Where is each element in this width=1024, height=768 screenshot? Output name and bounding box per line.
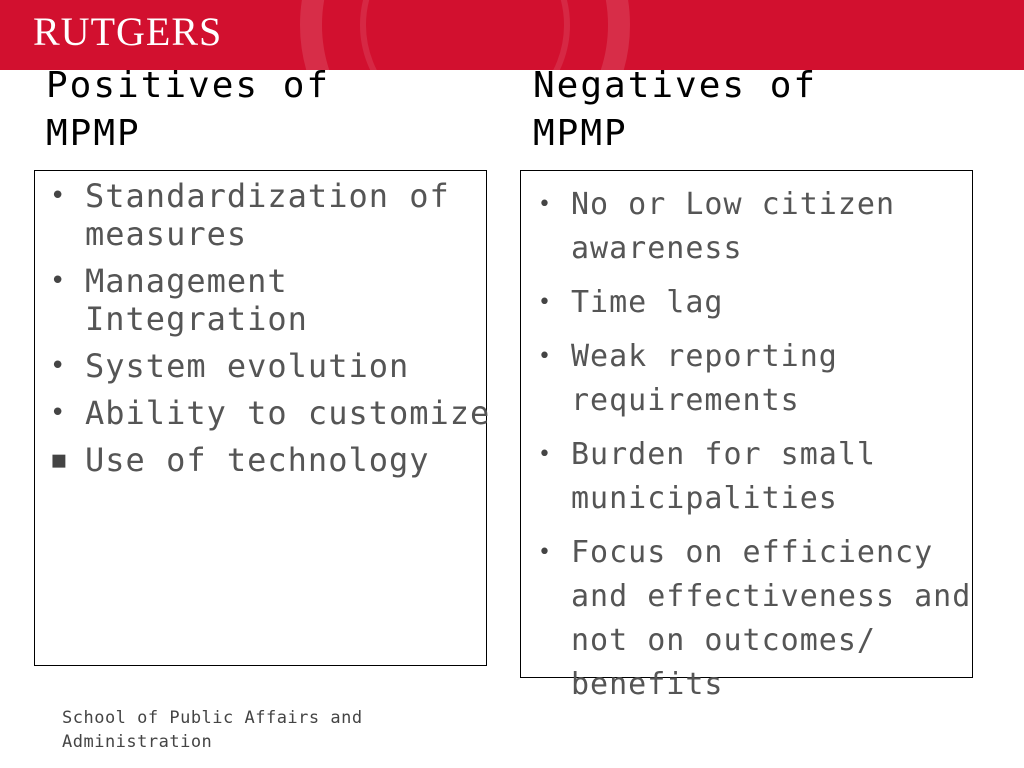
positives-item: • Management Integration (45, 262, 505, 338)
negatives-list: • No or Low citizen awareness • Time lag… (533, 183, 1003, 717)
rutgers-logo: RUTGERS (33, 9, 223, 54)
positives-item-text: Ability to customize (85, 394, 491, 432)
positives-box: • Standardization of measures • Manageme… (34, 170, 489, 666)
bullet-icon: • (50, 351, 67, 381)
negatives-item-text: Weak reporting requirements (571, 339, 838, 418)
bullet-icon: • (50, 398, 67, 428)
positives-title: Positives of MPMP (46, 65, 331, 154)
negatives-item-text: Time lag (571, 285, 724, 320)
bullet-icon: • (538, 290, 552, 315)
negatives-item: • Burden for small municipalities (533, 433, 1003, 521)
positives-item-text: Use of technology (85, 441, 430, 479)
seal-watermark-inner (360, 0, 570, 70)
negatives-item-text: Focus on efficiency and effectiveness an… (571, 535, 972, 702)
bullet-icon: • (538, 540, 552, 565)
negatives-item: • Focus on efficiency and effectiveness … (533, 531, 1003, 707)
positives-item: • System evolution (45, 347, 505, 385)
bullet-icon: • (538, 192, 552, 217)
square-bullet-icon: ▪ (50, 445, 69, 475)
positives-item-text: System evolution (85, 347, 410, 385)
negatives-item-text: Burden for small municipalities (571, 437, 876, 516)
positives-item-text: Standardization of measures (85, 177, 450, 253)
bullet-icon: • (50, 181, 67, 211)
positives-list: • Standardization of measures • Manageme… (45, 177, 505, 488)
positives-item: • Standardization of measures (45, 177, 505, 253)
bullet-icon: • (538, 442, 552, 467)
negatives-title: Negatives of MPMP (533, 65, 818, 154)
bullet-icon: • (50, 266, 67, 296)
negatives-item-text: No or Low citizen awareness (571, 187, 896, 266)
seal-watermark (300, 0, 630, 70)
negatives-item: • Weak reporting requirements (533, 335, 1003, 423)
negatives-box: • No or Low citizen awareness • Time lag… (520, 170, 973, 702)
positives-item: ▪ Use of technology (45, 441, 505, 479)
negatives-item: • Time lag (533, 281, 1003, 325)
positives-item: • Ability to customize (45, 394, 505, 432)
footer-school-name: School of Public Affairs and Administrat… (62, 708, 363, 752)
bullet-icon: • (538, 344, 552, 369)
positives-item-text: Management Integration (85, 262, 308, 338)
negatives-item: • No or Low citizen awareness (533, 183, 1003, 271)
header-banner: RUTGERS (0, 0, 1024, 70)
